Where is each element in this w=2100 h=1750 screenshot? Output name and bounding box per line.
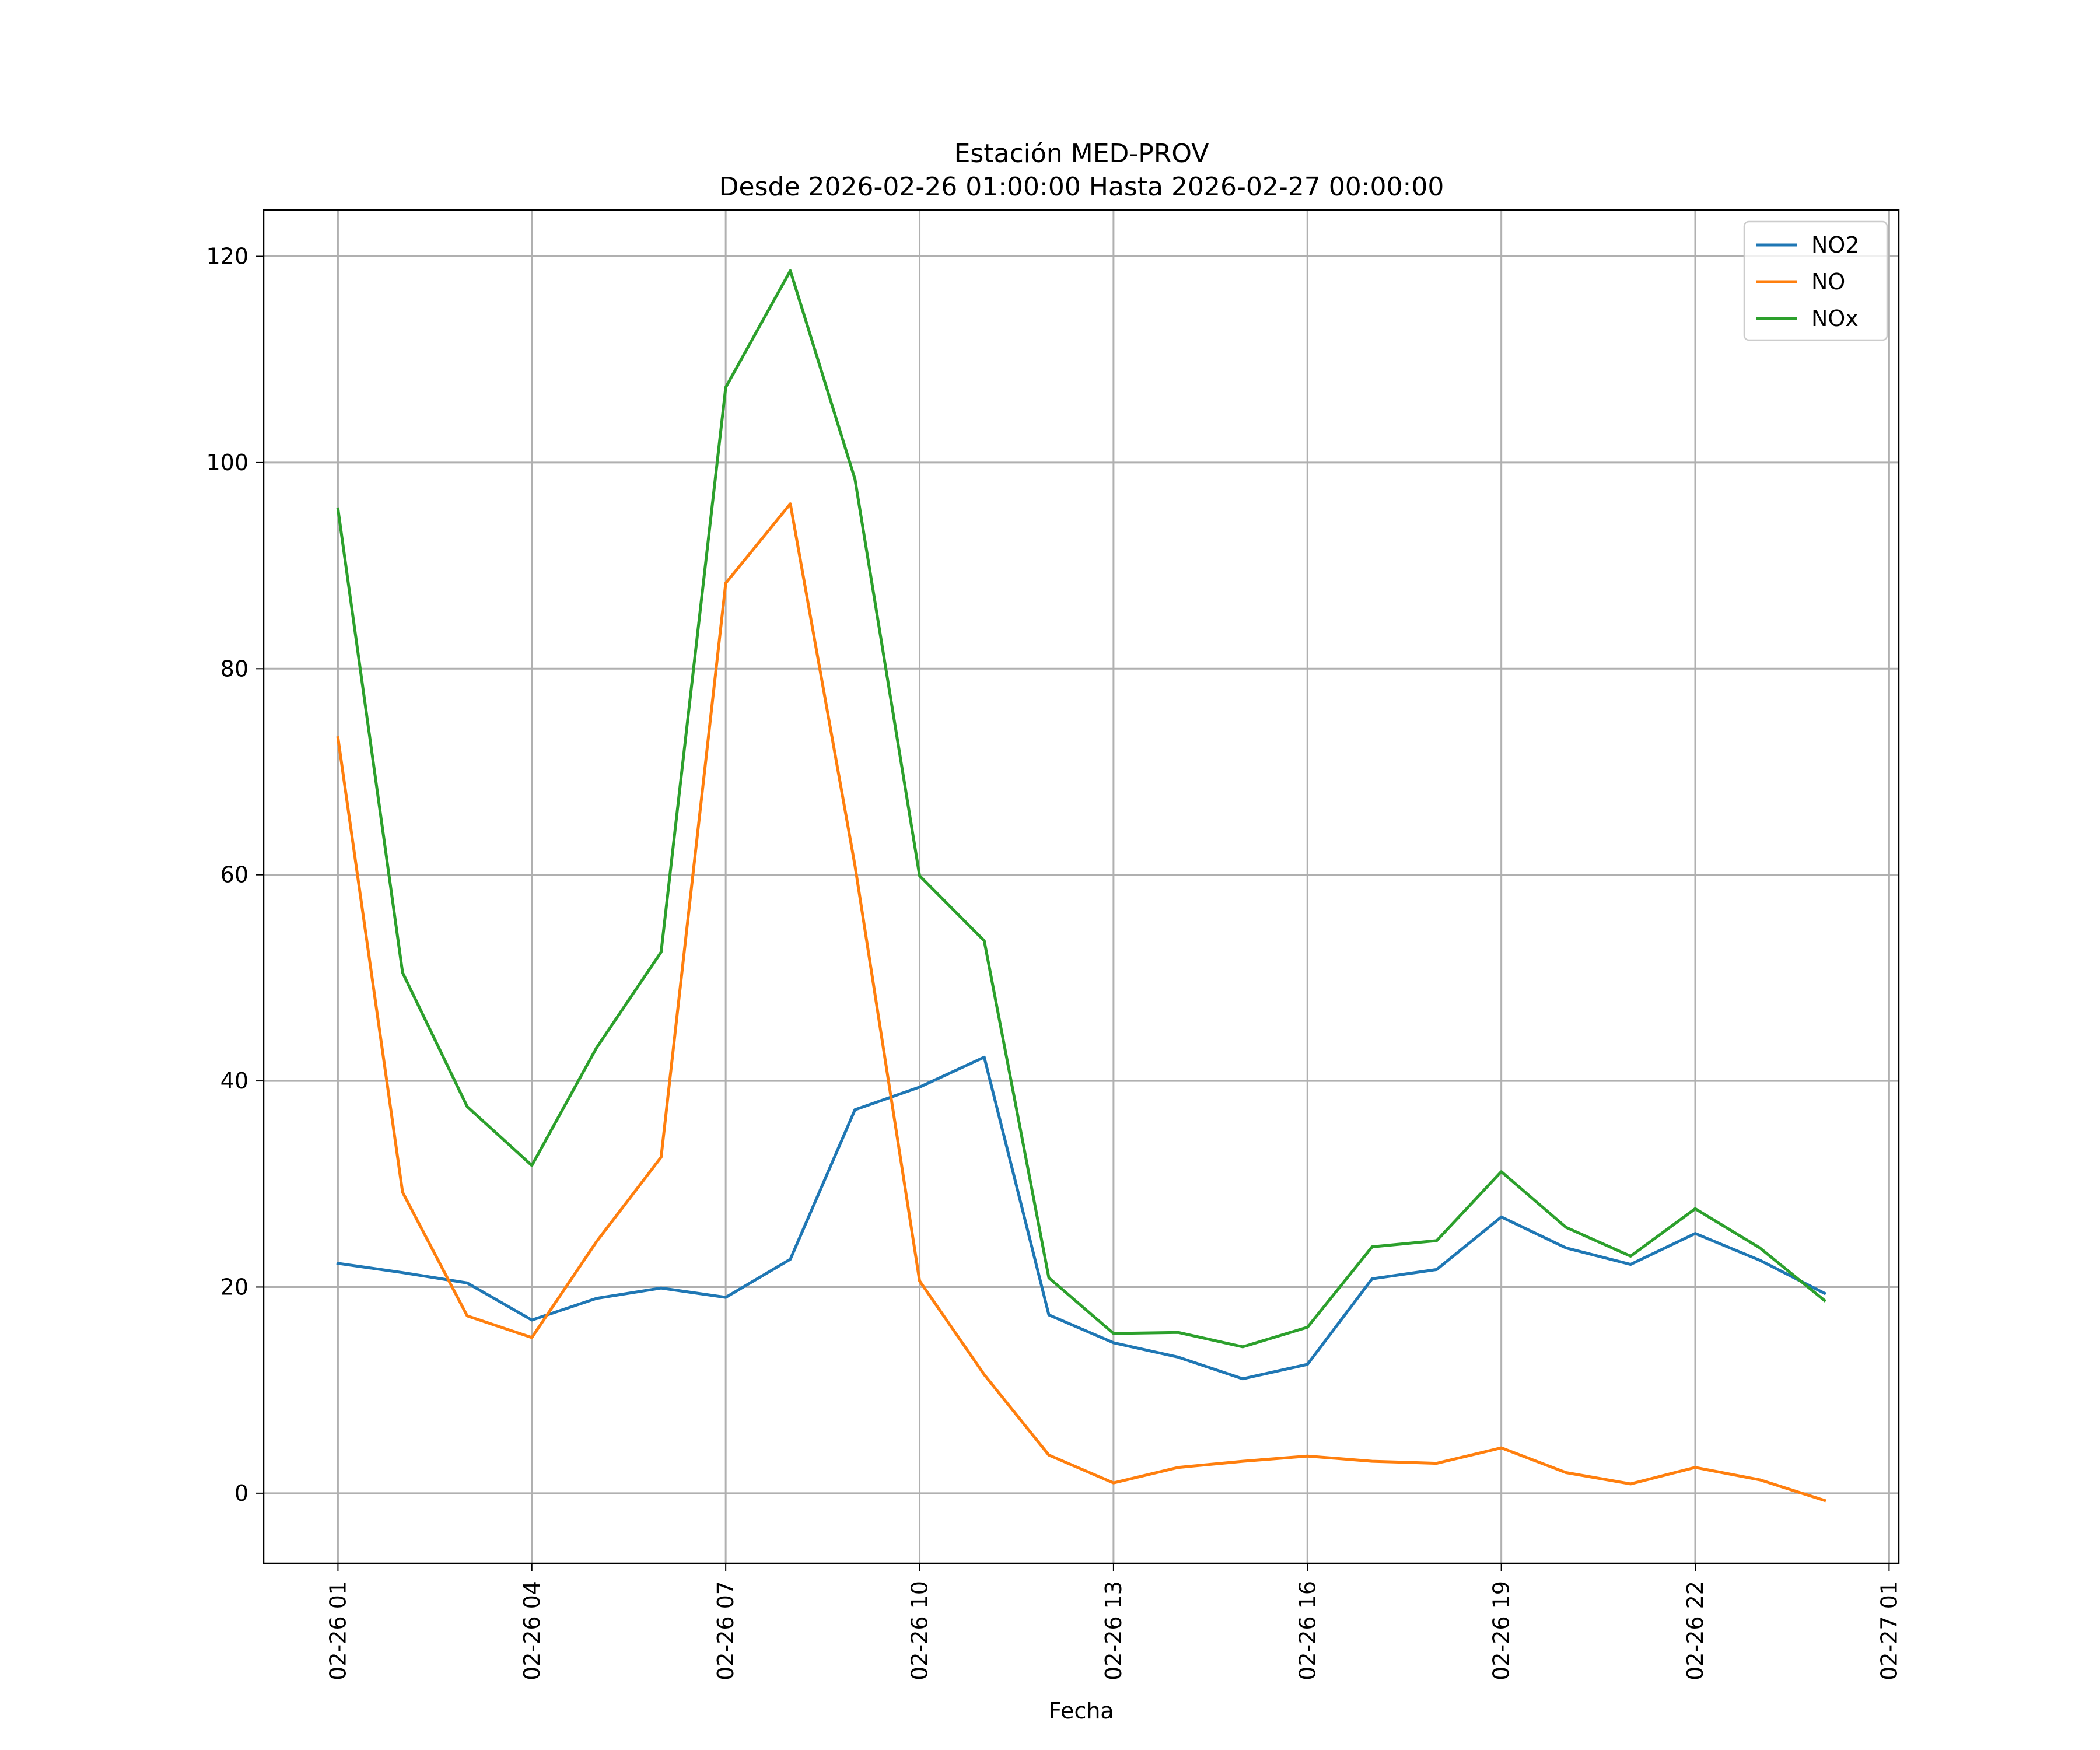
- chart-title-line-1: Estación MED-PROV: [954, 139, 1209, 169]
- x-tick-label: 02-26 19: [1489, 1581, 1514, 1681]
- series-line-no: [336, 502, 1826, 1503]
- x-tick-label: 02-26 01: [325, 1581, 351, 1681]
- axis-ticks: 02-26 01 02-26 04 02-26 07 02-26 10 02-26 13…: [206, 244, 1902, 1681]
- x-tick-label: 02-26 22: [1682, 1581, 1708, 1681]
- legend-box: [1743, 220, 1888, 341]
- y-tick-label: 120: [206, 244, 249, 270]
- grid-lines: [264, 210, 1899, 1563]
- y-tick-label: 0: [235, 1480, 249, 1506]
- chart-title-line-2: Desde 2026-02-26 01:00:00 Hasta 2026-02-…: [719, 172, 1444, 202]
- series-line-nox: [336, 269, 1827, 1349]
- legend-label-nox: NOx: [1811, 306, 1859, 331]
- x-tick-label: 02-26 13: [1101, 1581, 1126, 1681]
- data-series: [336, 269, 1827, 1503]
- y-tick-label: 40: [220, 1068, 249, 1094]
- legend-label-no: NO: [1811, 269, 1845, 295]
- x-tick-label: 02-26 16: [1294, 1581, 1320, 1681]
- legend-label-no2: NO2: [1811, 232, 1860, 258]
- x-tick-label: 02-26 04: [519, 1581, 545, 1681]
- x-tick-label: 02-26 07: [713, 1581, 738, 1681]
- y-tick-label: 60: [220, 862, 249, 888]
- y-tick-label: 100: [206, 450, 249, 475]
- x-tick-label: 02-26 10: [907, 1581, 933, 1681]
- plot-frame: [262, 209, 1900, 1564]
- plot-area: [264, 210, 1899, 1563]
- x-axis-label: Fecha: [1049, 1698, 1114, 1724]
- series-line-no2: [336, 1055, 1826, 1381]
- y-tick-label: 20: [220, 1274, 249, 1300]
- legend: NO2 NO NOx: [1743, 220, 1888, 341]
- x-tick-label: 02-27 01: [1876, 1581, 1902, 1681]
- y-tick-label: 80: [220, 656, 249, 681]
